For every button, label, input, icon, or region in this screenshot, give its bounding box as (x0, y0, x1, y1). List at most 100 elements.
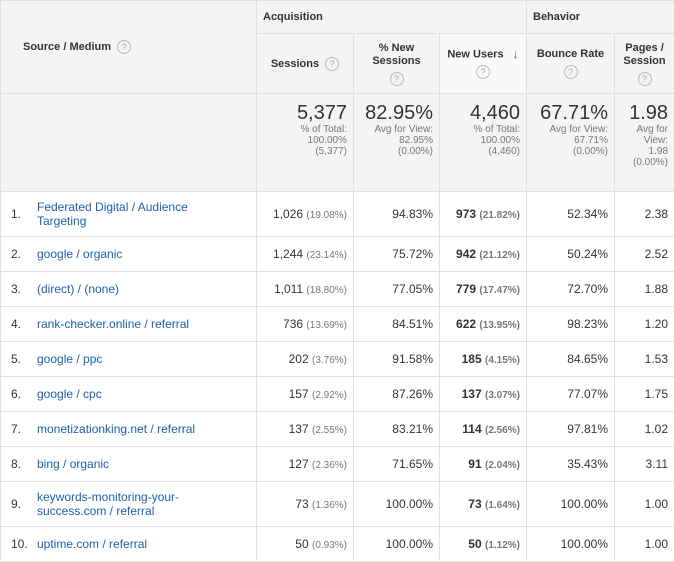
row-pages-session: 1.20 (615, 307, 674, 342)
row-pages-session: 1.00 (615, 527, 674, 562)
source-link[interactable]: google / ppc (37, 342, 257, 376)
sessions-percent: (19.08%) (306, 210, 347, 221)
sessions-value: 202 (289, 352, 309, 366)
row-number: 2. (1, 237, 37, 271)
source-link[interactable]: google / cpc (37, 377, 257, 411)
total-value: 67.71% (531, 102, 608, 124)
row-new-sessions: 100.00% (354, 482, 440, 527)
row-sessions: 137 (2.55%) (257, 412, 354, 447)
source-link-line1[interactable]: bing / organic (37, 457, 251, 471)
help-icon[interactable]: ? (117, 40, 131, 54)
source-link[interactable]: keywords-monitoring-your-success.com / r… (37, 487, 257, 521)
help-icon[interactable]: ? (325, 57, 339, 71)
help-icon[interactable]: ? (638, 72, 652, 86)
source-link[interactable]: google / organic (37, 237, 257, 271)
row-new-users: 114 (2.56%) (440, 412, 527, 447)
row-source-cell: 3.(direct) / (none) (1, 272, 257, 307)
new-users-percent: (13.95%) (479, 320, 520, 331)
new-users-percent: (17.47%) (479, 285, 520, 296)
row-new-sessions: 100.00% (354, 527, 440, 562)
row-number: 5. (1, 342, 37, 376)
row-bounce-rate: 50.24% (527, 237, 615, 272)
row-number: 1. (1, 197, 37, 231)
source-link-line1[interactable]: Federated Digital / Audience (37, 200, 251, 214)
sessions-percent: (13.69%) (306, 320, 347, 331)
row-number: 8. (1, 447, 37, 481)
row-new-users: 73 (1.64%) (440, 482, 527, 527)
total-caption: (0.00%) (619, 157, 668, 168)
sessions-header[interactable]: Sessions ? (257, 34, 354, 94)
help-icon[interactable]: ? (390, 72, 404, 86)
total-pages-session: 1.98 Avg for View: 1.98 (0.00%) (615, 94, 674, 192)
source-medium-header[interactable]: Source / Medium ? (1, 1, 257, 94)
sort-descending-icon[interactable]: ↓ (513, 48, 519, 61)
new-sessions-header[interactable]: % New Sessions ? (354, 34, 440, 94)
source-link[interactable]: (direct) / (none) (37, 272, 257, 306)
row-pages-session: 1.53 (615, 342, 674, 377)
row-bounce-rate: 97.81% (527, 412, 615, 447)
source-link-line1[interactable]: (direct) / (none) (37, 282, 251, 296)
sessions-percent: (2.92%) (312, 390, 347, 401)
total-sessions: 5,377 % of Total: 100.00% (5,377) (257, 94, 354, 192)
source-link-line1[interactable]: uptime.com / referral (37, 537, 251, 551)
pages-session-header[interactable]: Pages / Session ? (615, 34, 674, 94)
row-new-sessions: 84.51% (354, 307, 440, 342)
source-link[interactable]: uptime.com / referral (37, 527, 257, 561)
new-users-value: 73 (468, 497, 481, 511)
source-link-line1[interactable]: google / organic (37, 247, 251, 261)
source-link-line1[interactable]: keywords-monitoring-your- (37, 490, 251, 504)
source-link-line1[interactable]: google / ppc (37, 352, 251, 366)
row-number: 9. (1, 487, 37, 521)
row-source-cell: 5.google / ppc (1, 342, 257, 377)
source-link-line1[interactable]: monetizationking.net / referral (37, 422, 251, 436)
source-link[interactable]: monetizationking.net / referral (37, 412, 257, 446)
new-users-header[interactable]: New Users ↓ ? (440, 34, 527, 94)
row-source-cell: 9.keywords-monitoring-your-success.com /… (1, 482, 257, 527)
source-link[interactable]: rank-checker.online / referral (37, 307, 257, 341)
total-new-users: 4,460 % of Total: 100.00% (4,460) (440, 94, 527, 192)
help-icon[interactable]: ? (564, 65, 578, 79)
row-bounce-rate: 84.65% (527, 342, 615, 377)
row-sessions: 50 (0.93%) (257, 527, 354, 562)
row-new-sessions: 94.83% (354, 192, 440, 237)
total-caption: (0.00%) (531, 146, 608, 157)
new-users-value: 114 (462, 422, 481, 436)
total-caption: Avg for (619, 124, 668, 135)
new-users-value: 973 (456, 207, 476, 221)
source-link[interactable]: bing / organic (37, 447, 257, 481)
new-users-percent: (4.15%) (485, 355, 520, 366)
sessions-value: 736 (283, 317, 303, 331)
source-link-line2[interactable]: success.com / referral (37, 504, 251, 518)
row-pages-session: 1.75 (615, 377, 674, 412)
source-link-line1[interactable]: google / cpc (37, 387, 251, 401)
source-link-line1[interactable]: rank-checker.online / referral (37, 317, 251, 331)
behavior-group-header: Behavior (527, 1, 674, 34)
total-caption: (4,460) (444, 146, 520, 157)
total-caption: 82.95% (358, 135, 433, 146)
total-bounce-rate: 67.71% Avg for View: 67.71% (0.00%) (527, 94, 615, 192)
help-icon[interactable]: ? (476, 65, 490, 79)
source-link-line2[interactable]: Targeting (37, 214, 251, 228)
row-pages-session: 1.02 (615, 412, 674, 447)
sessions-value: 127 (289, 457, 309, 471)
row-bounce-rate: 100.00% (527, 482, 615, 527)
total-caption: Avg for View: (531, 124, 608, 135)
bounce-rate-header[interactable]: Bounce Rate ? (527, 34, 615, 94)
new-users-value: 185 (462, 352, 482, 366)
total-caption: 100.00% (261, 135, 347, 146)
new-users-percent: (21.12%) (479, 250, 520, 261)
row-pages-session: 2.52 (615, 237, 674, 272)
sessions-percent: (18.80%) (306, 285, 347, 296)
row-bounce-rate: 35.43% (527, 447, 615, 482)
row-new-users: 973 (21.82%) (440, 192, 527, 237)
row-new-users: 185 (4.15%) (440, 342, 527, 377)
sessions-value: 73 (295, 497, 308, 511)
row-number: 4. (1, 307, 37, 341)
table-row: 9.keywords-monitoring-your-success.com /… (1, 482, 674, 527)
total-value: 82.95% (358, 102, 433, 124)
